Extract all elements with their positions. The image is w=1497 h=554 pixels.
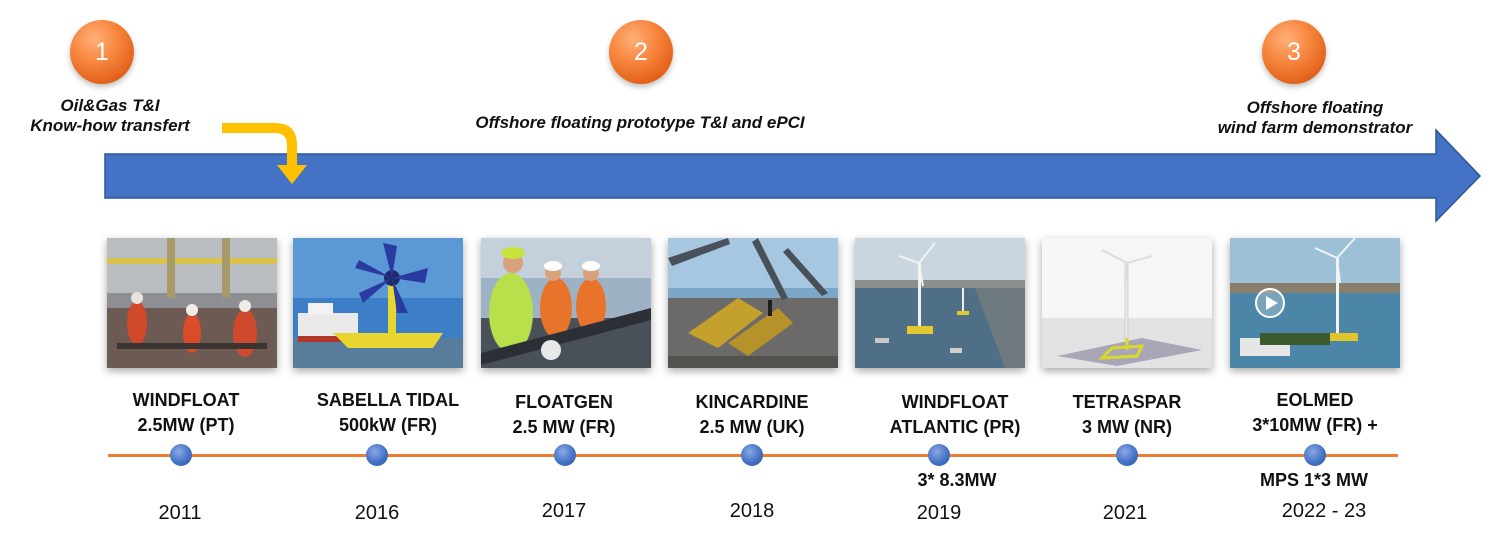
project-year: 2021 [1102,502,1148,524]
project-year: 2016 [354,502,400,524]
deck-anchor-photo [668,238,838,368]
project-name-floatgen: FLOATGEN 2.5 MW (FR) [469,390,659,440]
eolmed-video-photo[interactable] [1230,238,1400,368]
project-year: 2022 - 23 [1281,500,1367,522]
project-year: 2018 [729,500,775,522]
project-name-line: EOLMED [1276,390,1354,410]
phase-2-number: 2 [634,37,648,66]
project-extra-eolmed: MPS 1*3 MW [1259,470,1369,490]
timeline-dot [928,444,950,466]
tetraspar-render-photo [1042,238,1212,368]
project-name-eolmed: EOLMED 3*10MW (FR) + [1220,388,1410,438]
timeline-dot [1116,444,1138,466]
project-name-line: ATLANTIC (PR) [889,417,1021,437]
project-name-sabella: SABELLA TIDAL 500kW (FR) [293,388,483,438]
project-name-tetraspar: TETRASPAR 3 MW (NR) [1032,390,1222,440]
phase-1-number: 1 [95,37,109,66]
project-year: 2011 [158,502,202,524]
project-name-line: FLOATGEN [515,392,613,412]
project-name-line: 2.5MW (PT) [137,415,235,435]
phase-3-label-line: Offshore floating [1246,98,1384,117]
phase-1-label: Oil&Gas T&I Know-how transfert [10,96,210,136]
phase-1-badge: 1 [70,20,134,84]
project-name-line: 2.5 MW (UK) [699,417,805,437]
project-name-line: WINDFLOAT [132,390,240,410]
offshore-workers-photo [107,238,277,368]
timeline-dot [366,444,388,466]
project-extra-windfloat-atlantic: 3* 8.3MW [917,470,997,490]
project-year: 2019 [916,502,962,524]
timeline-arrow [104,128,1482,223]
phase-1-label-line: Know-how transfert [30,116,190,135]
phase-2-label-line: Offshore floating prototype T&I and ePCI [475,113,805,132]
tidal-turbine-photo [293,238,463,368]
timeline-dot [741,444,763,466]
timeline-dot [1304,444,1326,466]
phase-3-label: Offshore floating wind farm demonstrator [1195,98,1435,138]
project-name-line: 3*10MW (FR) + [1252,415,1378,435]
project-name-line: SABELLA TIDAL [316,390,460,410]
phase-3-label-line: wind farm demonstrator [1217,118,1413,137]
crew-cable-photo [481,238,651,368]
project-name-line: TETRASPAR [1072,392,1182,412]
phase-2-badge: 2 [609,20,673,84]
project-name-windfloat: WINDFLOAT 2.5MW (PT) [91,388,281,438]
timeline-dot [170,444,192,466]
harbor-turbines-photo [855,238,1025,368]
project-name-line: 2.5 MW (FR) [512,417,616,437]
project-name-line: KINCARDINE [695,392,809,412]
timeline-dot [554,444,576,466]
phase-3-badge: 3 [1262,20,1326,84]
project-name-kincardine: KINCARDINE 2.5 MW (UK) [657,390,847,440]
phase-1-label-line: Oil&Gas T&I [60,96,160,115]
phase-2-label: Offshore floating prototype T&I and ePCI [440,113,840,133]
project-name-line: WINDFLOAT [901,392,1009,412]
project-year: 2017 [541,500,587,522]
project-name-windfloat-atlantic: WINDFLOAT ATLANTIC (PR) [860,390,1050,440]
project-name-line: 3 MW (NR) [1082,417,1172,437]
transfer-bent-arrow [222,123,307,184]
project-name-line: 500kW (FR) [338,415,437,435]
phase-3-number: 3 [1287,37,1301,66]
